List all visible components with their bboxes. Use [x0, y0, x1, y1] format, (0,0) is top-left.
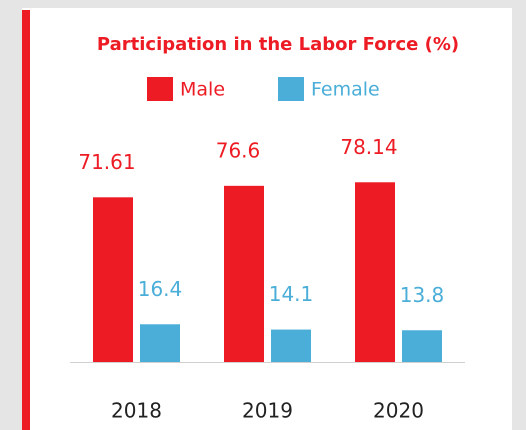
bar — [402, 330, 442, 362]
x-tick-label: 2018 — [111, 399, 162, 423]
bar — [224, 185, 264, 362]
legend-swatch — [147, 77, 173, 101]
x-tick-label: 2019 — [242, 399, 293, 423]
chart-title: Participation in the Labor Force (%) — [97, 34, 459, 55]
data-label: 14.1 — [269, 282, 314, 306]
x-tick-label: 2020 — [373, 399, 424, 423]
bar — [93, 197, 133, 362]
bar — [271, 329, 311, 362]
legend-swatch — [278, 77, 304, 101]
data-label: 76.6 — [216, 138, 261, 162]
data-label: 71.61 — [78, 150, 135, 174]
bar — [140, 324, 180, 362]
data-label: 13.8 — [400, 283, 445, 307]
legend-label: Female — [311, 79, 380, 101]
legend-label: Male — [180, 79, 225, 101]
card-accent — [22, 10, 30, 430]
data-label: 78.14 — [340, 135, 397, 159]
data-label: 16.4 — [138, 277, 183, 301]
bar — [355, 182, 395, 362]
